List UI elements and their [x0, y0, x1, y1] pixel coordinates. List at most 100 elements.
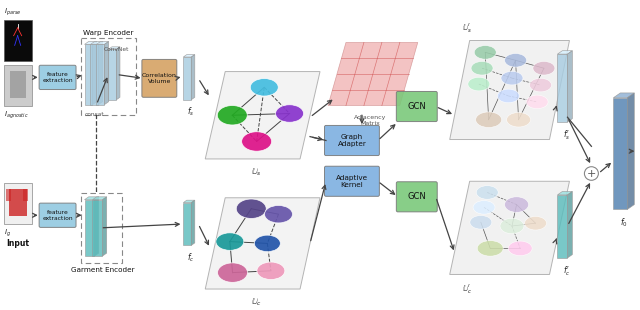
Bar [4, 20, 31, 61]
Polygon shape [95, 197, 99, 256]
Text: $I_{agnostic}$: $I_{agnostic}$ [4, 109, 28, 121]
FancyBboxPatch shape [142, 60, 177, 97]
Bar [22, 189, 28, 201]
Polygon shape [93, 200, 102, 256]
Polygon shape [116, 47, 120, 100]
Text: $f_s$: $f_s$ [187, 105, 194, 118]
Polygon shape [557, 195, 568, 258]
FancyBboxPatch shape [324, 126, 380, 156]
Polygon shape [93, 42, 97, 104]
Polygon shape [191, 55, 195, 100]
Ellipse shape [476, 112, 502, 127]
Polygon shape [104, 42, 109, 104]
Text: $\mathbb{U}_c$: $\mathbb{U}_c$ [252, 297, 262, 308]
Ellipse shape [507, 113, 531, 127]
Polygon shape [99, 42, 102, 104]
Ellipse shape [250, 78, 278, 96]
Polygon shape [93, 197, 107, 200]
Text: $I_{parse}$: $I_{parse}$ [4, 7, 21, 18]
Text: feature
extraction: feature extraction [42, 72, 73, 83]
FancyBboxPatch shape [39, 203, 76, 228]
Ellipse shape [471, 61, 493, 75]
Polygon shape [205, 72, 320, 159]
Bar [4, 65, 31, 105]
Polygon shape [84, 197, 99, 200]
Ellipse shape [526, 95, 548, 109]
Text: feature
extraction: feature extraction [42, 210, 73, 221]
Polygon shape [97, 42, 109, 44]
Text: Warp Encoder: Warp Encoder [83, 30, 134, 36]
Ellipse shape [497, 89, 520, 103]
Polygon shape [557, 51, 572, 54]
Polygon shape [84, 200, 95, 256]
Text: $I_g$: $I_g$ [4, 228, 11, 239]
Text: Correlation
Volume: Correlation Volume [142, 73, 177, 84]
FancyBboxPatch shape [396, 182, 437, 212]
Ellipse shape [218, 105, 247, 125]
Polygon shape [183, 55, 195, 57]
Ellipse shape [477, 241, 503, 256]
Polygon shape [450, 41, 570, 140]
Polygon shape [84, 44, 93, 104]
Polygon shape [97, 44, 104, 104]
Circle shape [584, 167, 598, 180]
Ellipse shape [474, 46, 496, 59]
FancyBboxPatch shape [324, 166, 380, 196]
Polygon shape [108, 49, 116, 100]
FancyBboxPatch shape [396, 91, 437, 122]
Ellipse shape [501, 71, 523, 85]
Text: $f_c$: $f_c$ [186, 251, 194, 264]
Text: GCN: GCN [408, 102, 426, 111]
Text: ConvNet: ConvNet [104, 47, 129, 52]
Ellipse shape [508, 241, 532, 256]
Polygon shape [627, 93, 634, 210]
Text: $f^{\prime}_s$: $f^{\prime}_s$ [563, 129, 570, 142]
Text: Adaptive
Kernel: Adaptive Kernel [336, 175, 368, 188]
Ellipse shape [264, 206, 292, 223]
Ellipse shape [236, 199, 266, 219]
Polygon shape [183, 200, 195, 203]
Ellipse shape [529, 78, 552, 92]
Polygon shape [183, 203, 191, 245]
Polygon shape [205, 198, 320, 289]
Polygon shape [568, 192, 572, 258]
Polygon shape [84, 42, 97, 44]
Text: $\mathbb{U}^{\prime}_c$: $\mathbb{U}^{\prime}_c$ [461, 282, 472, 296]
Ellipse shape [257, 262, 285, 280]
Ellipse shape [500, 218, 524, 234]
Text: GCN: GCN [408, 192, 426, 201]
Ellipse shape [476, 186, 498, 199]
Polygon shape [568, 51, 572, 122]
Text: Input: Input [6, 239, 29, 248]
Text: Graph
Adapter: Graph Adapter [337, 134, 366, 147]
Polygon shape [328, 42, 418, 105]
Polygon shape [613, 93, 634, 98]
Polygon shape [183, 57, 191, 100]
Polygon shape [108, 47, 120, 49]
Text: $\mathbb{U}_s$: $\mathbb{U}_s$ [252, 167, 262, 178]
Ellipse shape [470, 215, 492, 229]
Ellipse shape [525, 216, 547, 230]
Ellipse shape [242, 132, 271, 151]
Text: +: + [587, 169, 596, 179]
Ellipse shape [276, 105, 303, 122]
Ellipse shape [254, 235, 280, 252]
Text: $\mathbb{U}^{\prime}_s$: $\mathbb{U}^{\prime}_s$ [461, 21, 472, 35]
Polygon shape [191, 200, 195, 245]
Polygon shape [450, 181, 570, 274]
Ellipse shape [218, 263, 248, 282]
Polygon shape [557, 54, 568, 122]
Polygon shape [613, 98, 627, 210]
Ellipse shape [533, 61, 555, 75]
Ellipse shape [504, 197, 529, 212]
Polygon shape [90, 44, 99, 104]
FancyBboxPatch shape [39, 65, 76, 90]
Polygon shape [90, 42, 102, 44]
Ellipse shape [473, 201, 495, 214]
Bar [4, 183, 31, 224]
Text: Garment Encoder: Garment Encoder [70, 267, 134, 273]
Ellipse shape [216, 233, 244, 250]
Text: $f^{\prime}_c$: $f^{\prime}_c$ [563, 265, 570, 278]
Text: concat: concat [84, 112, 104, 117]
Ellipse shape [504, 54, 527, 67]
